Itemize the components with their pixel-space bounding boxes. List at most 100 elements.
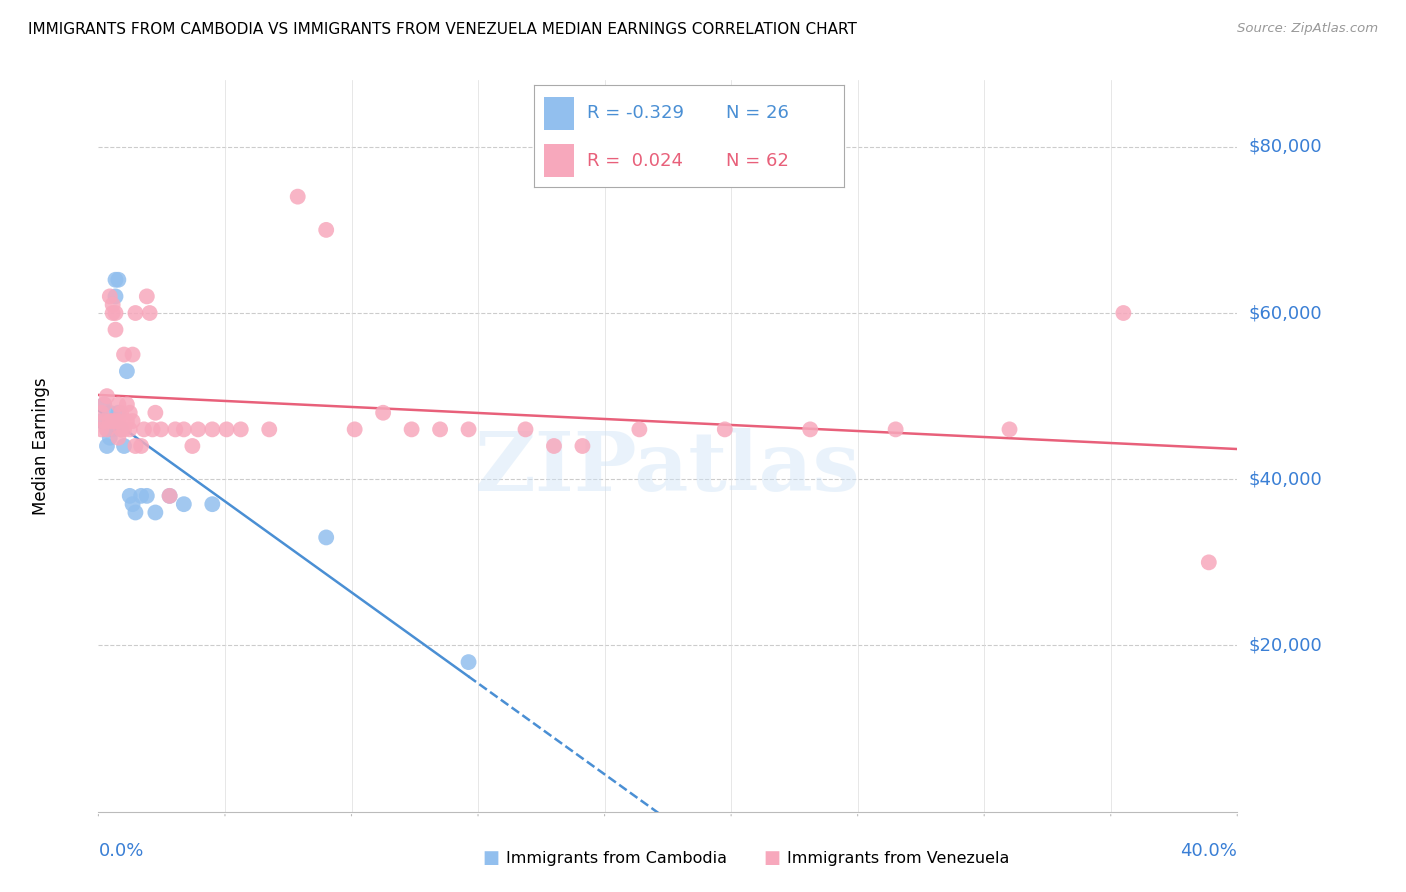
Point [118,489,141,503]
Text: 40.0%: 40.0% [1181,842,1237,860]
Point [173,497,195,511]
Point [628,422,651,436]
Point [104,323,127,337]
Point [138,306,160,320]
Point [96,422,118,436]
Point [401,422,423,436]
Point [110,422,132,436]
Point [104,273,127,287]
Point [121,497,143,511]
Point [150,422,173,436]
Point [98,414,121,428]
Point [112,422,135,436]
Text: 0.0%: 0.0% [98,842,143,860]
Text: R =  0.024: R = 0.024 [586,152,683,169]
Point [129,489,152,503]
Point [159,489,181,503]
Point [135,489,157,503]
Text: N = 62: N = 62 [725,152,789,169]
Point [457,422,479,436]
Text: ■: ■ [482,849,499,867]
Point [187,422,209,436]
Point [101,414,124,428]
Text: Immigrants from Venezuela: Immigrants from Venezuela [787,851,1010,865]
Point [104,289,127,303]
Point [107,273,129,287]
Point [90,414,112,428]
Point [373,406,395,420]
Point [107,431,129,445]
Point [201,422,224,436]
Point [90,406,112,420]
Point [315,223,337,237]
Point [112,347,135,362]
Point [101,298,124,312]
Point [129,439,152,453]
Point [121,414,143,428]
Point [101,306,124,320]
Point [101,414,124,428]
Point [571,439,593,453]
Text: $80,000: $80,000 [1249,137,1322,156]
Point [118,422,141,436]
Point [96,389,118,403]
Point [107,397,129,411]
Point [93,397,115,411]
Point [98,289,121,303]
Point [714,422,737,436]
Point [121,347,143,362]
Point [515,422,537,436]
Point [104,414,127,428]
Text: N = 26: N = 26 [725,104,789,122]
Point [124,306,146,320]
Point [93,414,115,428]
Text: Immigrants from Cambodia: Immigrants from Cambodia [506,851,727,865]
Point [107,406,129,420]
Point [96,422,118,436]
Point [884,422,907,436]
Point [1112,306,1135,320]
Point [110,406,132,420]
Point [215,422,238,436]
Point [457,655,479,669]
Point [132,422,155,436]
Point [115,414,138,428]
Point [229,422,252,436]
Point [343,422,366,436]
Bar [544,97,575,130]
Point [124,506,146,520]
Point [96,439,118,453]
Point [98,406,121,420]
Point [104,306,127,320]
Text: Source: ZipAtlas.com: Source: ZipAtlas.com [1237,22,1378,36]
Point [93,397,115,411]
Text: IMMIGRANTS FROM CAMBODIA VS IMMIGRANTS FROM VENEZUELA MEDIAN EARNINGS CORRELATIO: IMMIGRANTS FROM CAMBODIA VS IMMIGRANTS F… [28,22,858,37]
Point [429,422,451,436]
Point [118,406,141,420]
Point [124,439,146,453]
Point [159,489,181,503]
Point [998,422,1021,436]
Point [135,289,157,303]
Point [110,422,132,436]
Point [98,431,121,445]
Text: Median Earnings: Median Earnings [32,377,51,515]
Point [107,414,129,428]
Point [165,422,187,436]
Point [90,422,112,436]
Point [1198,555,1220,569]
Point [145,406,167,420]
Point [201,497,224,511]
Bar [544,145,575,177]
Point [141,422,163,436]
Point [259,422,281,436]
Point [287,189,309,203]
Text: $20,000: $20,000 [1249,637,1322,655]
Point [115,364,138,378]
Point [181,439,204,453]
Point [112,439,135,453]
Point [101,422,124,436]
Point [115,397,138,411]
Text: ■: ■ [763,849,780,867]
Text: R = -0.329: R = -0.329 [586,104,683,122]
